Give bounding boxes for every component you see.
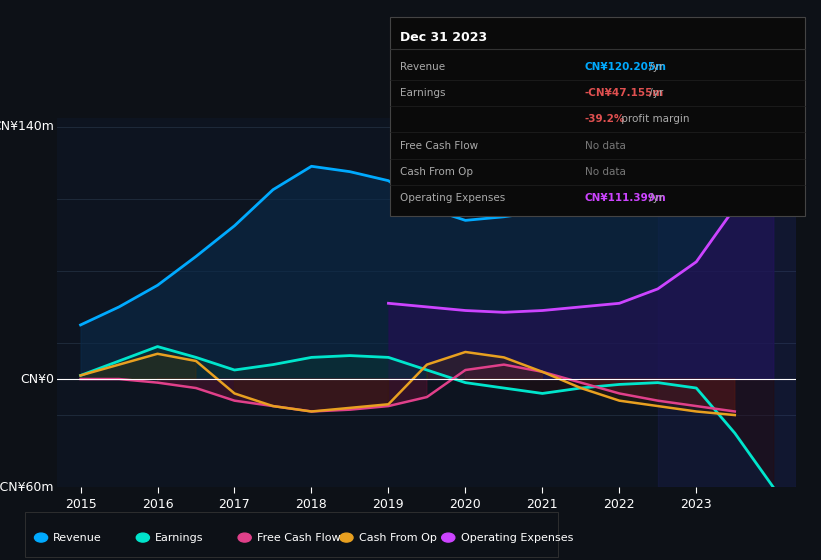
Text: No data: No data: [585, 141, 626, 151]
Text: CN¥0: CN¥0: [20, 372, 54, 385]
Text: /yr: /yr: [646, 62, 663, 72]
Text: Free Cash Flow: Free Cash Flow: [257, 533, 341, 543]
Text: Earnings: Earnings: [155, 533, 204, 543]
Text: CN¥140m: CN¥140m: [0, 120, 54, 133]
Text: Dec 31 2023: Dec 31 2023: [400, 31, 487, 44]
Bar: [658, 118, 796, 487]
Text: Operating Expenses: Operating Expenses: [400, 193, 505, 203]
Text: /yr: /yr: [646, 88, 663, 98]
Text: Cash From Op: Cash From Op: [400, 167, 473, 177]
Text: Free Cash Flow: Free Cash Flow: [400, 141, 478, 151]
Text: profit margin: profit margin: [618, 114, 690, 124]
Text: Earnings: Earnings: [400, 88, 445, 98]
Text: Operating Expenses: Operating Expenses: [461, 533, 573, 543]
Text: -CN¥47.155m: -CN¥47.155m: [585, 88, 664, 98]
Text: CN¥111.399m: CN¥111.399m: [585, 193, 667, 203]
Text: No data: No data: [585, 167, 626, 177]
Text: /yr: /yr: [646, 193, 663, 203]
Text: Revenue: Revenue: [400, 62, 445, 72]
Text: Revenue: Revenue: [53, 533, 102, 543]
Text: Cash From Op: Cash From Op: [359, 533, 437, 543]
Text: -39.2%: -39.2%: [585, 114, 626, 124]
Text: -CN¥60m: -CN¥60m: [0, 480, 54, 494]
Text: CN¥120.205m: CN¥120.205m: [585, 62, 667, 72]
